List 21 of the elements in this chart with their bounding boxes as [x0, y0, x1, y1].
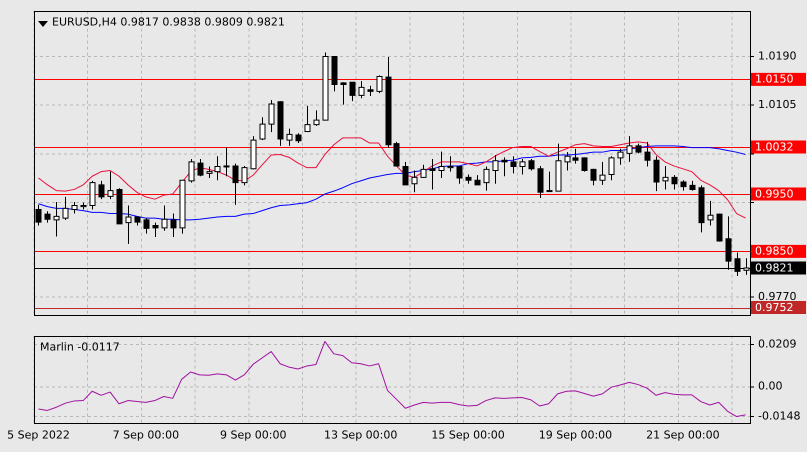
ref-line-label: 1.0032	[755, 140, 794, 154]
x-tick-label: 21 Sep 00:00	[646, 428, 720, 442]
text: EURUSD,H4 0.9817 0.9838 0.9809 0.9821	[52, 15, 285, 28]
x-tick-label: 19 Sep 00:00	[538, 428, 612, 442]
y-tick-label: 0.9770	[758, 290, 796, 304]
ref-line-label: 0.9752	[755, 300, 794, 314]
x-tick-label: 9 Sep 00:00	[220, 428, 286, 442]
x-tick-label: 13 Sep 00:00	[324, 428, 398, 442]
ref-line-label: 0.9950	[755, 187, 794, 200]
text: Marlin -0.0117	[40, 340, 120, 354]
ref-line-label: 0.9850	[755, 244, 794, 258]
y-tick-label: -0.0148	[758, 410, 800, 423]
ref-line-label: 0.9821	[755, 261, 794, 274]
x-tick-label: 5 Sep 2022	[7, 428, 70, 442]
y-tick-label: 0.00	[758, 380, 782, 393]
x-tick-label: 15 Sep 00:00	[431, 428, 505, 442]
y-tick-label: 1.0190	[758, 49, 796, 62]
y-tick-label: 0.0209	[758, 337, 796, 350]
x-tick-label: 7 Sep 00:00	[112, 428, 180, 442]
y-tick-label: 1.0105	[758, 98, 796, 112]
ref-line-label: 1.0150	[755, 72, 794, 86]
